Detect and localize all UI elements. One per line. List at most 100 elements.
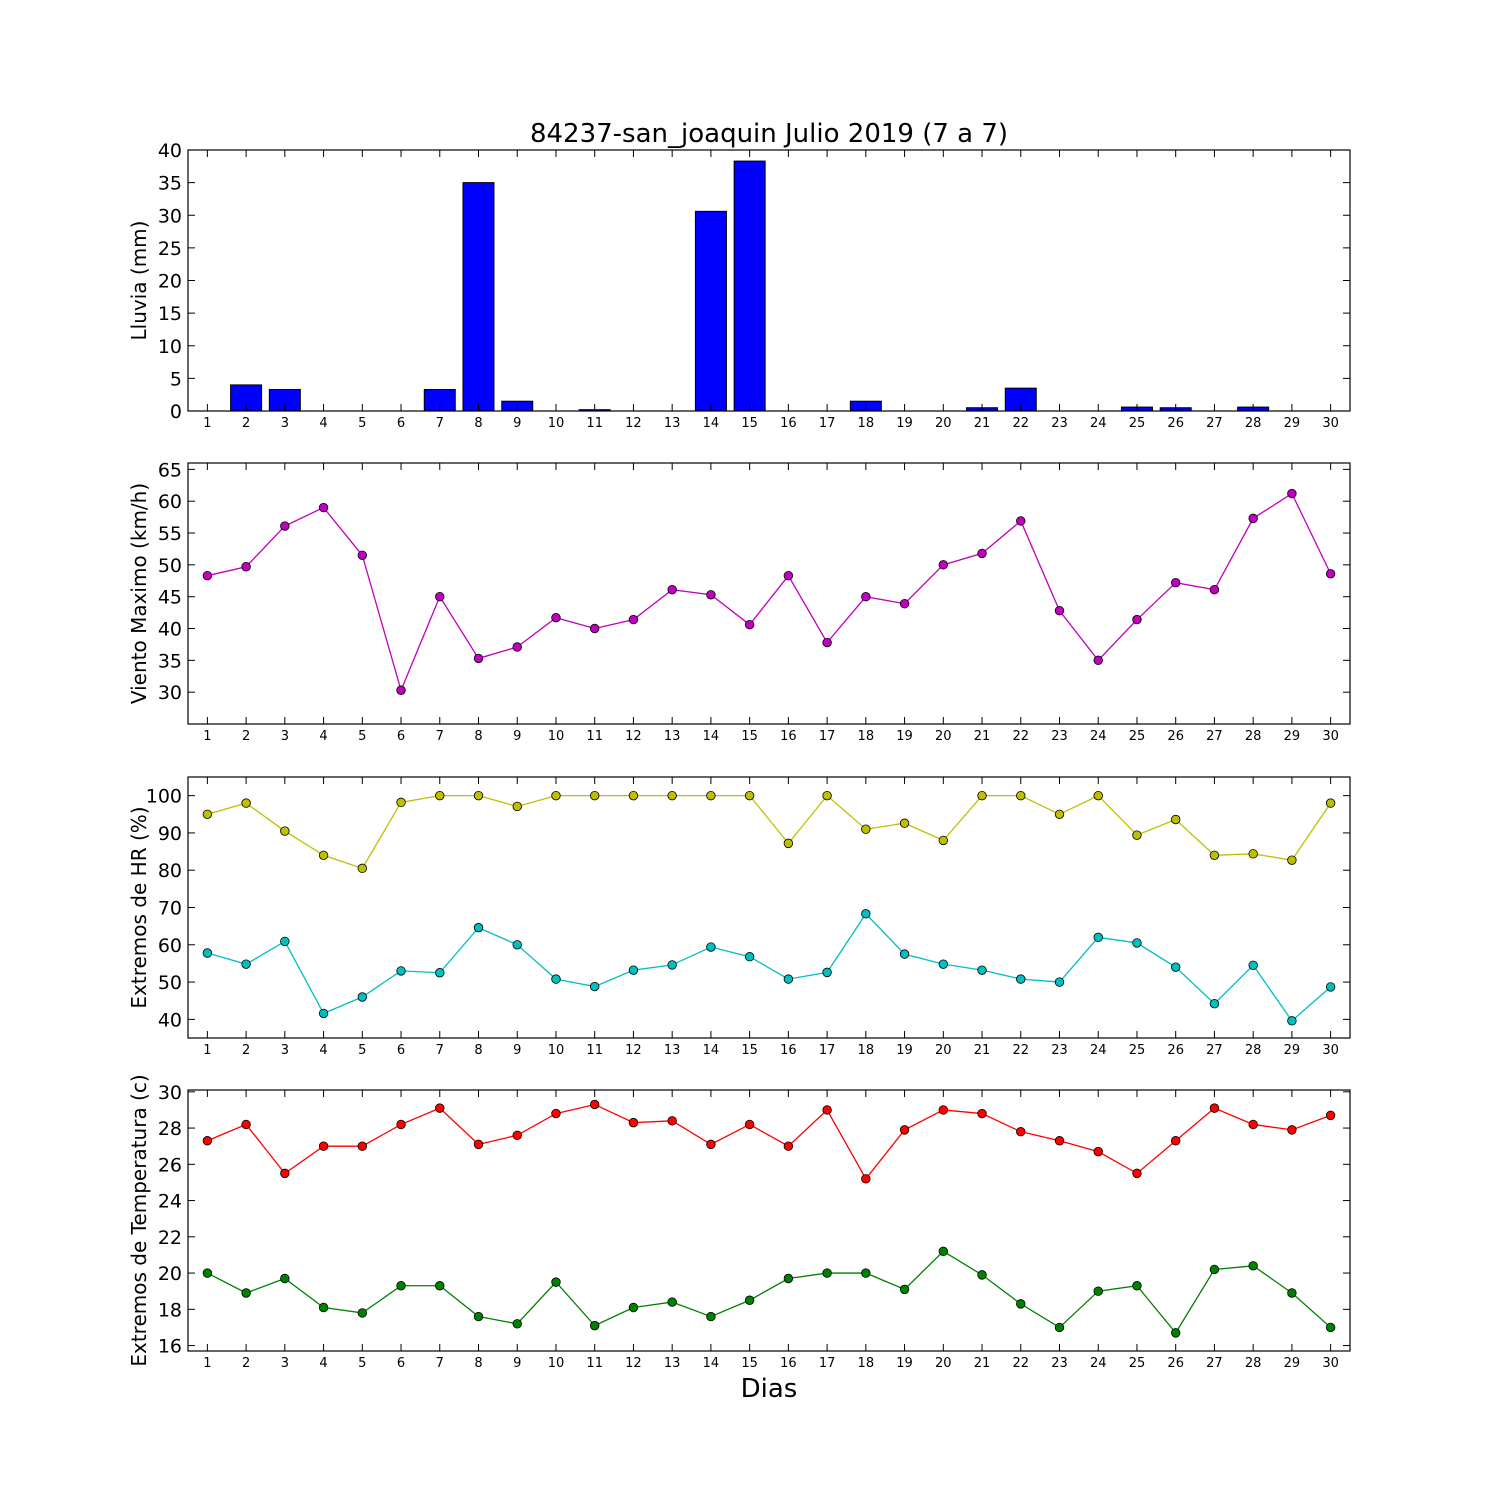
point-s1-day-8 [473,790,484,801]
point-s1-day-30 [1325,798,1336,808]
point-s2-day-14 [706,1311,716,1322]
point-s2-day-29 [1287,1288,1297,1298]
x-tick-label: 10 [548,416,565,431]
point-s2-day-6 [396,1281,406,1291]
y-tick-label: 70 [158,898,182,920]
point-s1-day-16 [783,1141,794,1151]
x-tick-label: 26 [1167,1043,1184,1058]
x-tick-label: 19 [896,416,913,431]
x-tick-label: 14 [703,416,720,431]
point-s1-day-20 [938,835,949,846]
x-tick-label: 29 [1284,1043,1301,1058]
y-tick-label: 20 [158,1263,182,1285]
y-tick-label: 20 [158,271,182,293]
point-s2-day-24 [1093,932,1103,943]
y-tick-label: 45 [158,587,182,609]
x-tick-label: 30 [1322,729,1339,744]
series-line-1 [207,492,1332,693]
point-s1-day-5 [357,863,368,874]
point-s1-day-11 [590,790,600,801]
point-s1-day-8 [473,1139,484,1150]
point-s1-day-5 [357,550,368,561]
point-s1-day-29 [1287,855,1297,865]
point-s1-day-3 [280,521,290,531]
point-s2-day-3 [280,1273,290,1284]
point-s1-day-16 [783,570,794,581]
y-tick-label: 5 [170,368,182,390]
point-s1-day-4 [318,850,329,861]
x-tick-label: 16 [780,1356,797,1371]
point-s2-day-30 [1325,982,1336,992]
point-s2-day-20 [938,959,949,969]
x-tick-label: 25 [1129,729,1146,744]
point-s1-day-7 [435,1103,445,1113]
point-s2-day-15 [744,1295,755,1305]
point-s2-day-23 [1054,1322,1065,1333]
x-tick-label: 13 [664,416,681,431]
point-s1-day-18 [861,1174,871,1184]
point-s2-day-5 [357,992,368,1002]
point-s1-day-6 [396,797,406,808]
x-tick-label: 5 [358,729,366,744]
x-tick-label: 3 [281,1356,289,1371]
point-s2-day-6 [396,966,406,976]
x-tick-label: 24 [1090,729,1107,744]
point-s2-day-4 [318,1302,329,1313]
y-tick-label: 30 [158,682,182,704]
x-tick-label: 17 [819,1356,836,1371]
x-tick-label: 29 [1284,416,1301,431]
point-s1-day-4 [318,502,329,513]
point-s1-day-6 [396,685,406,695]
point-s2-day-30 [1325,1322,1336,1333]
y-tick-label: 60 [158,935,182,957]
y-tick-label: 50 [158,972,182,994]
x-tick-label: 7 [436,1043,444,1058]
point-s1-day-17 [822,637,832,648]
x-tick-label: 15 [741,1043,758,1058]
y-tick-label: 25 [158,238,182,260]
point-s1-day-13 [667,584,677,595]
y-tick-label: 24 [158,1191,182,1213]
x-tick-label: 1 [203,416,211,431]
x-tick-label: 28 [1245,416,1262,431]
point-s2-day-9 [512,940,522,950]
point-s1-day-29 [1287,488,1297,499]
x-tick-label: 11 [586,416,603,431]
point-s1-day-13 [667,1116,677,1126]
x-tick-label: 5 [358,416,366,431]
point-s1-day-20 [938,1105,949,1115]
point-s2-day-21 [977,965,987,975]
point-s1-day-23 [1054,605,1065,616]
point-s2-day-2 [241,959,251,969]
point-s2-day-24 [1093,1286,1103,1296]
point-s2-day-13 [667,1297,677,1307]
x-tick-label: 15 [741,1356,758,1371]
point-s1-day-6 [396,1119,406,1130]
point-s2-day-9 [512,1319,522,1329]
x-tick-label: 6 [397,729,405,744]
point-s2-day-27 [1209,999,1220,1009]
x-tick-label: 25 [1129,1043,1146,1058]
point-s2-day-1 [202,1268,213,1278]
series-line-2 [207,1250,1332,1334]
x-tick-label: 1 [203,729,211,744]
point-s1-day-15 [744,1119,755,1130]
bar-day-8 [462,182,495,412]
axes-frame [187,1089,1351,1352]
x-tick-label: 3 [281,1043,289,1058]
point-s1-day-18 [861,591,871,602]
point-s2-day-18 [861,1268,871,1278]
x-tick-label: 18 [858,1043,875,1058]
x-tick-label: 2 [242,416,250,431]
point-s2-day-3 [280,936,290,947]
point-s1-day-22 [1016,1126,1026,1137]
point-s1-day-14 [706,790,716,801]
axes-frame [187,149,1351,412]
point-s1-day-24 [1093,790,1103,801]
point-s2-day-13 [667,960,677,970]
x-tick-label: 7 [436,416,444,431]
x-tick-label: 23 [1051,416,1068,431]
